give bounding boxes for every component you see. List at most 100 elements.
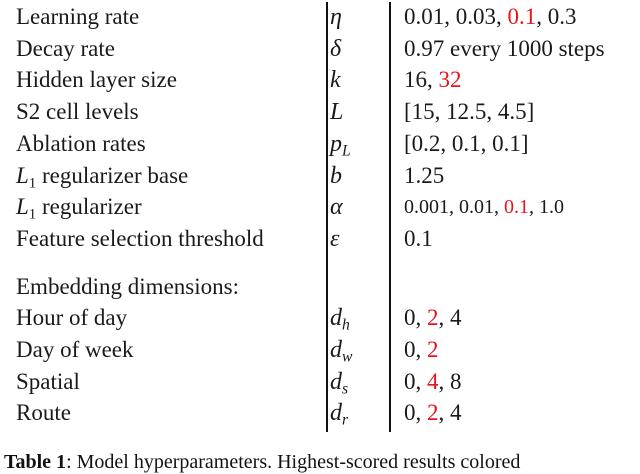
best-value: 0.1 xyxy=(507,4,537,29)
best-value: 2 xyxy=(427,400,439,426)
param-name: L1 regularizer base xyxy=(16,160,188,192)
table-row: Decay rate δ 0.97 every 1000 steps xyxy=(0,33,640,65)
table-row: L1 regularizer base b 1.25 xyxy=(0,160,640,192)
symbol-main: d xyxy=(330,305,342,332)
param-name: Ablation rates xyxy=(16,130,146,156)
param-symbol: α xyxy=(330,191,382,223)
value-text: 0.97 every 1000 steps xyxy=(404,35,605,61)
table-row: Learning rate η 0.01, 0.03, 0.1, 0.3 xyxy=(0,1,640,33)
param-values: 0, 2 xyxy=(404,334,439,366)
table-row: Spatial ds 0, 4, 8 xyxy=(0,366,640,398)
value-text: , xyxy=(438,400,450,426)
value-text: 16 xyxy=(404,67,427,93)
value-text: 0.1 xyxy=(404,225,433,251)
table-row: Day of week dw 0, 2 xyxy=(0,334,640,366)
value-text: 0.01 xyxy=(404,4,445,29)
param-values: 0, 2, 4 xyxy=(404,302,462,334)
symbol-main: p xyxy=(330,130,342,157)
param-values: 0.001, 0.01, 0.1, 1.0 xyxy=(404,191,564,223)
value-text: , xyxy=(415,400,427,426)
param-symbol: ds xyxy=(330,366,382,398)
symbol-subscript: L xyxy=(342,142,351,160)
param-values: 0.97 every 1000 steps xyxy=(404,33,605,65)
value-text: 0.03 xyxy=(455,4,496,29)
symbol-main: ε xyxy=(330,225,340,252)
value-text: 0 xyxy=(404,305,416,331)
value-text: 1.25 xyxy=(404,162,445,188)
param-math: L xyxy=(16,194,29,220)
param-rest: regularizer xyxy=(36,194,142,220)
value-text: [0.2, 0.1, 0.1] xyxy=(404,130,529,156)
param-symbol: ε xyxy=(330,223,382,255)
param-rest: regularizer base xyxy=(36,162,189,188)
param-symbol: k xyxy=(330,64,382,96)
table-row: Feature selection threshold ε 0.1 xyxy=(0,223,640,255)
symbol-main: δ xyxy=(330,35,342,62)
param-values: 16, 32 xyxy=(404,64,462,96)
symbol-subscript: s xyxy=(342,380,349,398)
section-label: Embedding dimensions: xyxy=(16,273,239,299)
best-value: 0.1 xyxy=(504,196,529,219)
value-text: 0.3 xyxy=(547,4,577,29)
value-text: 4 xyxy=(450,400,462,426)
table-row: Hidden layer size k 16, 32 xyxy=(0,64,640,96)
value-text: , xyxy=(438,305,450,331)
value-text: , xyxy=(438,368,450,394)
param-values: 0, 4, 8 xyxy=(404,366,462,398)
caption-label: Table 1 xyxy=(4,451,67,473)
param-name: L1 regularizer xyxy=(16,191,142,223)
caption-text: : Model hyperparameters. Highest-scored … xyxy=(66,451,521,473)
param-values: 0, 2, 4 xyxy=(404,397,462,429)
param-name: Route xyxy=(16,400,71,426)
param-symbol: dh xyxy=(330,302,382,334)
param-name: Hour of day xyxy=(16,305,128,331)
param-values: 0.1 xyxy=(404,223,433,255)
value-text: 4 xyxy=(450,305,462,331)
value-text: , xyxy=(536,4,548,29)
value-text: 8 xyxy=(450,368,462,394)
symbol-main: d xyxy=(330,400,342,427)
param-name: Spatial xyxy=(16,368,80,394)
table-row: Hour of day dh 0, 2, 4 xyxy=(0,302,640,334)
symbol-subscript: h xyxy=(342,316,350,334)
symbol-main: d xyxy=(330,368,342,395)
param-name: Feature selection threshold xyxy=(16,225,264,251)
param-values: 0.01, 0.03, 0.1, 0.3 xyxy=(404,1,577,33)
symbol-main: d xyxy=(330,337,342,363)
symbol-subscript: w xyxy=(342,348,353,366)
value-text: 0 xyxy=(404,400,416,426)
param-subscript: 1 xyxy=(28,174,37,191)
table-row: S2 cell levels L [15, 12.5, 4.5] xyxy=(0,96,640,128)
param-name: Learning rate xyxy=(16,4,140,29)
symbol-main: b xyxy=(330,162,342,189)
best-value: 4 xyxy=(427,368,439,394)
value-text: , xyxy=(415,305,427,331)
table-row: L1 regularizer α 0.001, 0.01, 0.1, 1.0 xyxy=(0,191,640,223)
param-values: [15, 12.5, 4.5] xyxy=(404,96,534,128)
symbol-main: α xyxy=(330,194,343,221)
section-row: Embedding dimensions: xyxy=(0,271,640,303)
column-divider-right xyxy=(389,2,391,432)
table-row: Route dr 0, 2, 4 xyxy=(0,397,640,429)
value-text: 0.001, 0.01, xyxy=(404,196,504,219)
param-symbol: pL xyxy=(330,128,382,160)
column-divider-left xyxy=(326,2,328,432)
value-text: , 1.0 xyxy=(529,196,564,219)
param-symbol: δ xyxy=(330,33,382,65)
table-caption: Table 1: Model hyperparameters. Highest-… xyxy=(4,451,520,474)
symbol-main: k xyxy=(330,67,341,94)
param-symbol: b xyxy=(330,160,382,192)
param-symbol: L xyxy=(330,96,382,128)
param-symbol: dr xyxy=(330,397,382,429)
param-math: L xyxy=(16,162,29,188)
value-text: , xyxy=(427,67,439,93)
param-values: 1.25 xyxy=(404,160,444,192)
value-text: , xyxy=(444,4,456,29)
param-name: Hidden layer size xyxy=(16,67,177,93)
best-value: 32 xyxy=(438,67,462,93)
param-subscript: 1 xyxy=(28,206,37,223)
symbol-main: L xyxy=(330,99,344,126)
value-text: [15, 12.5, 4.5] xyxy=(404,99,535,125)
param-name: S2 cell levels xyxy=(16,99,139,125)
param-values: [0.2, 0.1, 0.1] xyxy=(404,128,529,160)
